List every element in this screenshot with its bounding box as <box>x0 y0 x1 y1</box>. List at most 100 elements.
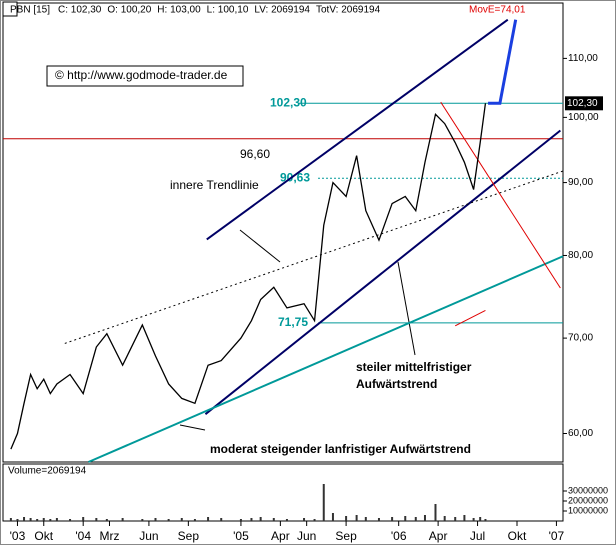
y-tick-label: 70,00 <box>568 333 593 344</box>
header-item: C: 102,30 <box>58 5 102 16</box>
header-move: MovE=74,01 <box>469 5 526 16</box>
volume-bar <box>443 516 446 521</box>
x-tick-label: Jul <box>470 529 485 543</box>
volume-bar <box>105 519 108 521</box>
volume-bar <box>36 519 39 521</box>
volume-bar <box>141 519 144 521</box>
volume-bar <box>154 518 157 521</box>
x-tick-label: '07 <box>549 529 565 543</box>
header-item: LV: 2069194 <box>254 5 310 16</box>
price-panel <box>2 2 564 463</box>
trendline <box>440 101 561 289</box>
x-tick-label: '05 <box>233 529 249 543</box>
x-tick-label: Sep <box>335 529 357 543</box>
header-item: L: 100,10 <box>207 5 249 16</box>
volume-bar <box>121 518 124 521</box>
volume-bar <box>479 517 482 521</box>
level-label: 102,30 <box>270 95 307 109</box>
x-tick-label: '03 <box>10 529 26 543</box>
annotation: steiler mittelfristiger <box>356 360 472 374</box>
volume-bar <box>364 517 367 521</box>
volume-bar <box>49 519 52 521</box>
header-symbol: PBN [15] <box>10 5 50 16</box>
volume-bar <box>180 518 183 521</box>
volume-tick-label: 10000000 <box>568 505 608 515</box>
volume-bar <box>29 518 32 521</box>
trendline <box>88 255 564 463</box>
x-tick-label: Apr <box>271 529 290 543</box>
annotation: moderat steigender lanfristiger Aufwärts… <box>210 442 471 456</box>
volume-bar <box>414 517 417 521</box>
volume-bar <box>434 504 437 521</box>
trendline <box>488 19 518 105</box>
x-tick-label: Okt <box>34 529 53 543</box>
volume-bar <box>285 519 288 521</box>
x-tick-label: '04 <box>75 529 91 543</box>
annotation: Aufwärtstrend <box>356 377 437 391</box>
volume-bar <box>472 518 475 521</box>
volume-bar <box>167 519 170 521</box>
x-tick-label: Mrz <box>99 529 119 543</box>
volume-bar <box>272 518 275 521</box>
volume-bar <box>463 515 466 521</box>
x-tick-label: Apr <box>429 529 448 543</box>
volume-bar <box>16 519 19 521</box>
volume-bar <box>345 516 348 521</box>
volume-bar <box>239 519 242 521</box>
y-tick-label: 90,00 <box>568 177 593 188</box>
annotation-arrow <box>397 261 416 356</box>
header-box <box>2 1 18 17</box>
x-tick-label: Okt <box>508 529 527 543</box>
volume-bar <box>259 517 262 521</box>
volume-title: Volume=2069194 <box>8 466 87 477</box>
trendline <box>454 309 486 327</box>
x-tick-label: '06 <box>391 529 407 543</box>
volume-bar <box>42 518 45 521</box>
volume-bar <box>250 518 253 521</box>
volume-bar <box>423 515 426 521</box>
price-line <box>10 103 487 450</box>
volume-bar <box>404 516 407 521</box>
volume-bar <box>454 517 457 521</box>
volume-panel <box>2 463 564 522</box>
volume-bar <box>391 517 394 521</box>
header-item: H: 103,00 <box>157 5 201 16</box>
trendline <box>206 18 509 241</box>
volume-bar <box>313 519 316 521</box>
level-label: 96,60 <box>240 147 270 161</box>
price-tag <box>565 96 603 111</box>
volume-bar <box>82 517 85 521</box>
volume-bar <box>55 518 58 521</box>
header-item: TotV: 2069194 <box>316 5 381 16</box>
volume-tick-label: 30000000 <box>568 485 608 495</box>
volume-bar <box>193 519 196 521</box>
annotation: innere Trendlinie <box>170 178 259 192</box>
trendline <box>204 129 561 415</box>
volume-bar <box>9 518 12 521</box>
copyright: © http://www.godmode-trader.de <box>55 68 228 82</box>
volume-bar <box>69 519 72 521</box>
volume-bar <box>303 518 306 521</box>
x-tick-label: Sep <box>178 529 200 543</box>
y-tick-label: 80,00 <box>568 250 593 261</box>
volume-bar <box>23 517 26 521</box>
x-tick-label: Jun <box>297 529 316 543</box>
volume-tick-label: 20000000 <box>568 495 608 505</box>
volume-bar <box>355 515 358 521</box>
copyright-box <box>46 65 244 87</box>
x-tick-label: Jun <box>139 529 158 543</box>
y-tick-label: 100,00 <box>568 112 599 123</box>
volume-bar <box>484 519 487 521</box>
volume-bar <box>95 518 98 521</box>
volume-bar <box>322 484 325 521</box>
y-tick-label: 60,00 <box>568 428 593 439</box>
level-label: 71,75 <box>278 315 308 329</box>
volume-bar <box>377 518 380 521</box>
annotation-arrow <box>239 229 281 263</box>
volume-bar <box>207 517 210 521</box>
annotation-arrow <box>179 424 206 431</box>
y-tick-label: 110,00 <box>568 53 598 64</box>
price-tag-label: 102,30 <box>567 98 598 109</box>
